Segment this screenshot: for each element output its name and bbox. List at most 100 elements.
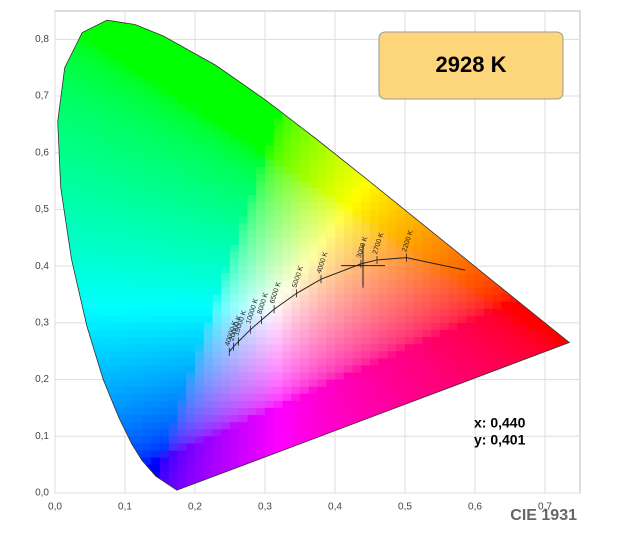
color-cell — [501, 343, 511, 352]
color-cell — [98, 109, 109, 118]
color-cell — [160, 201, 170, 210]
color-cell — [247, 201, 257, 210]
color-cell — [168, 350, 179, 359]
color-cell — [98, 52, 109, 61]
color-cell — [195, 371, 205, 380]
color-cell — [326, 293, 336, 302]
color-cell — [203, 329, 214, 338]
color-cell — [431, 308, 441, 316]
color-cell — [256, 449, 266, 458]
color-cell — [151, 464, 161, 472]
color-cell — [256, 350, 266, 359]
color-cell — [370, 308, 380, 316]
color-cell — [370, 386, 380, 394]
color-cell — [142, 201, 152, 210]
color-cell — [177, 435, 187, 444]
color-cell — [352, 265, 362, 274]
color-cell — [203, 230, 214, 238]
color-cell — [203, 152, 214, 160]
color-cell — [422, 301, 432, 309]
color-cell — [90, 67, 100, 75]
color-cell — [510, 357, 520, 366]
color-cell — [186, 350, 196, 359]
color-cell — [308, 138, 319, 146]
color-cell — [256, 152, 266, 160]
color-cell — [90, 88, 100, 97]
color-cell — [142, 109, 152, 118]
color-cell — [483, 364, 494, 373]
color-cell — [483, 308, 494, 316]
color-cell — [238, 102, 249, 111]
color-cell — [343, 244, 354, 253]
color-cell — [221, 386, 231, 394]
color-cell — [265, 173, 275, 182]
color-cell — [116, 414, 126, 423]
color-cell — [291, 322, 301, 331]
color-cell — [483, 329, 494, 338]
color-cell — [203, 201, 214, 210]
color-cell — [168, 421, 179, 430]
color-cell — [343, 322, 354, 331]
color-cell — [195, 251, 205, 260]
color-cell — [186, 428, 196, 437]
color-cell — [116, 123, 126, 132]
color-cell — [273, 152, 284, 160]
color-cell — [72, 173, 82, 182]
color-cell — [151, 400, 161, 408]
color-cell — [317, 386, 327, 394]
color-cell — [343, 407, 354, 416]
color-cell — [326, 152, 336, 160]
color-cell — [396, 400, 406, 408]
color-cell — [352, 386, 362, 394]
color-cell — [352, 237, 362, 245]
color-cell — [195, 357, 205, 366]
color-cell — [125, 60, 135, 68]
color-cell — [151, 88, 161, 97]
color-cell — [142, 208, 152, 217]
y-tick-label: 0,3 — [35, 318, 49, 329]
color-cell — [116, 138, 126, 146]
color-cell — [510, 336, 520, 345]
color-cell — [177, 130, 187, 139]
color-cell — [308, 237, 319, 245]
color-cell — [466, 343, 476, 352]
color-cell — [361, 315, 371, 323]
color-cell — [90, 329, 100, 338]
color-cell — [580, 273, 589, 281]
color-cell — [57, 130, 65, 139]
color-cell — [186, 166, 196, 175]
color-cell — [107, 166, 117, 175]
color-cell — [230, 301, 240, 309]
color-cell — [203, 102, 214, 111]
color-cell — [230, 407, 240, 416]
color-cell — [168, 81, 179, 90]
color-cell — [98, 88, 109, 97]
color-cell — [247, 223, 257, 231]
color-cell — [142, 428, 152, 437]
color-cell — [151, 421, 161, 430]
color-cell — [195, 116, 205, 125]
color-cell — [580, 351, 589, 359]
color-cell — [413, 308, 424, 316]
color-cell — [177, 456, 187, 465]
color-cell — [370, 286, 380, 295]
color-cell — [151, 471, 161, 479]
color-cell — [308, 379, 319, 387]
color-cell — [387, 208, 397, 217]
color-cell — [396, 258, 406, 267]
color-cell — [580, 322, 589, 330]
color-cell — [422, 315, 432, 323]
color-cell — [405, 308, 415, 316]
color-cell — [580, 471, 589, 479]
color-cell — [230, 350, 240, 359]
color-cell — [230, 138, 240, 146]
color-cell — [580, 294, 589, 302]
color-cell — [247, 166, 257, 175]
color-cell — [492, 286, 502, 295]
color-cell — [247, 301, 257, 309]
color-cell — [186, 308, 196, 316]
color-cell — [492, 293, 502, 302]
color-cell — [107, 350, 117, 359]
color-cell — [160, 301, 170, 309]
color-cell — [483, 279, 494, 288]
